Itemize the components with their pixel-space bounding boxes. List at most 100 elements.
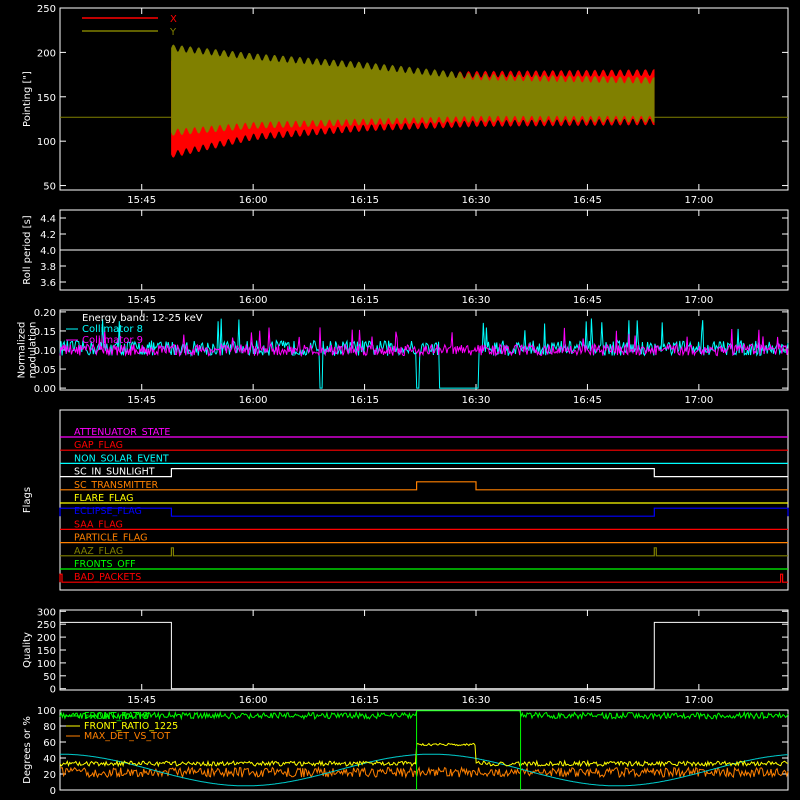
quality-ylabel: Quality [22, 632, 33, 668]
pointing-xtick-label: 17:00 [684, 195, 713, 206]
pointing-ylabel: Pointing ["] [22, 71, 33, 127]
flag-sc_transmitter-line [60, 481, 788, 491]
ratios-ytick-label: 100 [37, 706, 56, 717]
pointing-xtick-label: 16:45 [573, 195, 602, 206]
modulation-xtick-label: 16:30 [462, 395, 491, 406]
pointing-ytick-label: 150 [37, 93, 56, 104]
modulation-ylabel: modulation [28, 322, 39, 379]
pointing-ytick-label: 100 [37, 137, 56, 148]
modulation-energy-band: Energy band: 12-25 keV [82, 313, 203, 324]
ratios-ytick-label: 0 [50, 786, 56, 797]
flag-bad_packets-label: BAD_PACKETS [74, 572, 141, 583]
quality-xtick-label: 16:30 [462, 695, 491, 706]
flag-gap_flag-label: GAP_FLAG [74, 440, 123, 451]
ratios-ytick-label: 40 [43, 754, 56, 765]
flags-frame [59, 409, 789, 591]
roll-period-ytick-label: 4.2 [40, 230, 56, 241]
roll-period-panel: 3.6 3.8 4.0 4.2 4.4 15:45 16:00 16:15 16:30 16:45… [22, 209, 789, 306]
legend-label-x: X [170, 14, 177, 25]
quality-line [60, 621, 788, 690]
flag-aaz_flag-label: AAZ_FLAG [74, 546, 123, 557]
modulation-ytick-label: 0.10 [34, 346, 56, 357]
ratio-legend-label: FRONT_RATIO [84, 711, 149, 722]
flag-sc_in_sunlight-line [60, 468, 788, 478]
quality-panel: 0 50 100 150 200 250 300 15:45 16:00 16:15 16:30 16… [22, 607, 789, 706]
roll-period-ylabel: Roll period [s] [22, 215, 33, 284]
flags-ylabel: Flags [22, 487, 33, 513]
modulation-ytick-label: 0.20 [34, 308, 56, 319]
quality-ytick-label: 150 [37, 646, 56, 657]
ratio-cyan-curve [60, 753, 788, 787]
pointing-xtick-label: 16:00 [239, 195, 268, 206]
modulation-legend-label: Collimator 8 [82, 324, 143, 335]
quality-ytick-label: 200 [37, 633, 56, 644]
modulation-xtick-label: 16:45 [573, 395, 602, 406]
quality-xtick-label: 15:45 [127, 695, 156, 706]
pointing-xtick-label: 16:30 [462, 195, 491, 206]
modulation-ytick-label: 0.15 [34, 327, 56, 338]
legend-label-y: Y [169, 27, 177, 38]
pointing-frame [59, 7, 789, 191]
flag-flare_flag-label: FLARE_FLAG [74, 493, 134, 504]
flag-aaz_flag-line [60, 547, 788, 557]
flag-non_solar_event-label: NON_SOLAR_EVENT [74, 453, 169, 464]
ratios-ytick-label: 60 [43, 738, 56, 749]
series-y-band [171, 44, 655, 136]
ratios-ytick-label: 20 [43, 770, 56, 781]
roll-period-ytick-label: 3.8 [40, 262, 56, 273]
ratios-ylabel: Degrees or % [22, 716, 33, 784]
flag-attenuator_state-label: ATTENUATOR_STATE [74, 427, 170, 438]
modulation-ytick-label: 0.05 [34, 365, 56, 376]
pointing-ytick-label: 200 [37, 48, 56, 59]
quality-ytick-label: 300 [37, 607, 56, 618]
modulation-xtick-label: 16:00 [239, 395, 268, 406]
roll-period-xtick-label: 17:00 [684, 295, 713, 306]
modulation-ytick-label: 0.00 [34, 384, 56, 395]
quality-xtick-label: 17:00 [684, 695, 713, 706]
modulation-xtick-label: 17:00 [684, 395, 713, 406]
quality-ytick-label: 50 [43, 672, 56, 683]
flag-sc_transmitter-label: SC_TRANSMITTER [74, 480, 159, 491]
flag-bad_packets-line [59, 573, 788, 583]
quality-xtick-label: 16:15 [350, 695, 379, 706]
pointing-ytick-label: 250 [37, 4, 56, 15]
ratio-front-ratio-line [59, 710, 789, 721]
modulation-xtick-label: 16:15 [350, 395, 379, 406]
quality-ytick-label: 0 [50, 685, 56, 696]
quality-xtick-label: 16:45 [573, 695, 602, 706]
ratios-panel: 0 20 40 60 80 100 Degrees or % FRONT_RATIOFRONT… [22, 706, 789, 797]
flag-fronts_off-label: FRONTS_OFF [74, 559, 136, 570]
flag-sc_in_sunlight-label: SC_IN_SUNLIGHT [74, 467, 155, 478]
pointing-panel: 50 100 150 200 250 15:45 16:00 16:15 16:30 16:45 1… [22, 4, 789, 206]
roll-period-xtick-label: 16:45 [573, 295, 602, 306]
modulation-ylabel: Normalized [17, 322, 28, 379]
quality-xtick-label: 16:00 [239, 695, 268, 706]
roll-period-ytick-label: 4.4 [40, 214, 56, 225]
ratio-legend-label: MAX_DET_VS_TOT [84, 731, 170, 742]
ratio-max-det-vs-tot-line [59, 765, 789, 779]
quality-ytick-label: 250 [37, 620, 56, 631]
roll-period-xtick-label: 16:00 [239, 295, 268, 306]
roll-period-ytick-label: 3.6 [40, 278, 56, 289]
ratios-ytick-label: 80 [43, 722, 56, 733]
quality-ytick-label: 100 [37, 659, 56, 670]
flag-particle_flag-label: PARTICLE_FLAG [74, 533, 147, 544]
ratios-frame [59, 709, 789, 791]
roll-period-xtick-label: 16:30 [462, 295, 491, 306]
ratio-legend-label: FRONT_RATIO_1225 [84, 721, 178, 732]
modulation-panel: 0.00 0.05 0.10 0.15 0.20 15:45 16:00 16:15 16:30… [17, 308, 789, 406]
flag-saa_flag-label: SAA_FLAG [74, 519, 123, 530]
pointing-ytick-label: 50 [43, 182, 56, 193]
pointing-xtick-label: 16:15 [350, 195, 379, 206]
flag-eclipse_flag-label: ECLIPSE_FLAG [74, 506, 142, 517]
modulation-collimator-9-line [59, 327, 789, 358]
modulation-xtick-label: 15:45 [127, 395, 156, 406]
roll-period-ytick-label: 4.0 [40, 246, 56, 257]
roll-period-xtick-label: 16:15 [350, 295, 379, 306]
ratio-front-ratio-1225-line [59, 742, 789, 768]
modulation-legend-label: Collimator 9 [82, 335, 143, 346]
flags-panel: Flags ATTENUATOR_STATE GAP_FLAG NON_SOLAR_E… [22, 409, 789, 591]
flag-eclipse_flag-line [59, 507, 789, 517]
roll-period-xtick-label: 15:45 [127, 295, 156, 306]
